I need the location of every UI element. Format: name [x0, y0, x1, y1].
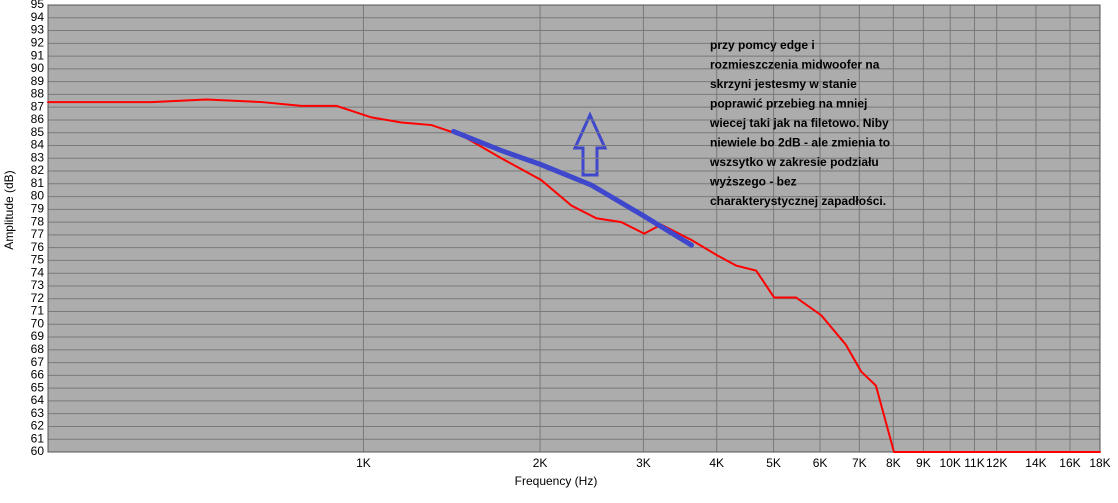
annotation: rozmieszczenia midwoofer na — [710, 58, 880, 72]
x-tick-label: 4K — [709, 456, 724, 470]
annotation: charakterystycznej zapadłości. — [710, 194, 886, 208]
x-tick-label: 8K — [886, 456, 901, 470]
data-line — [47, 98, 1101, 453]
y-tick-label: 66 — [31, 368, 45, 382]
y-tick-label: 84 — [31, 138, 45, 152]
y-tick-label: 72 — [31, 291, 45, 305]
y-tick-label: 82 — [31, 163, 45, 177]
y-tick-label: 90 — [31, 61, 45, 75]
y-tick-label: 85 — [31, 125, 45, 139]
x-tick-label: 2K — [533, 456, 548, 470]
y-tick-label: 61 — [31, 431, 45, 445]
y-tick-label: 92 — [31, 35, 45, 49]
y-tick-label: 74 — [31, 265, 45, 279]
y-tick-label: 64 — [31, 393, 45, 407]
y-tick-label: 88 — [31, 87, 45, 101]
y-tick-label: 65 — [31, 380, 45, 394]
y-axis-label: Amplitude (dB) — [2, 170, 16, 249]
plot-area — [48, 5, 1100, 452]
annotation: przy pomcy edge i — [710, 38, 815, 52]
data-line — [451, 128, 694, 248]
y-tick-label: 62 — [31, 419, 45, 433]
y-tick-label: 83 — [31, 150, 45, 164]
y-tick-label: 69 — [31, 329, 45, 343]
y-tick-label: 76 — [31, 240, 45, 254]
y-tick-label: 77 — [31, 227, 45, 241]
y-tick-label: 93 — [31, 23, 45, 37]
y-tick-label: 75 — [31, 253, 45, 267]
x-tick-label: 10K — [940, 456, 961, 470]
y-tick-label: 91 — [31, 48, 45, 62]
y-tick-label: 70 — [31, 316, 45, 330]
x-tick-label: 9K — [916, 456, 931, 470]
plot-border — [47, 4, 1101, 453]
annotation: wyższego - bez — [709, 175, 797, 189]
y-tick-label: 60 — [31, 444, 45, 458]
arrow-icon — [572, 111, 608, 177]
y-tick-label: 87 — [31, 99, 45, 113]
x-tick-label: 7K — [852, 456, 867, 470]
x-tick-label: 18K — [1089, 456, 1110, 470]
y-tick-label: 63 — [31, 406, 45, 420]
y-tick-label: 78 — [31, 214, 45, 228]
x-tick-label: 5K — [766, 456, 781, 470]
annotation: niewiele bo 2dB - ale zmienia to — [710, 136, 890, 150]
x-axis-label: Frequency (Hz) — [515, 474, 598, 488]
x-tick-label: 11K — [964, 456, 984, 470]
x-tick-label: 6K — [813, 456, 828, 470]
y-tick-label: 67 — [31, 355, 45, 369]
annotation: poprawić przebieg na mniej — [710, 97, 867, 111]
y-tick-label: 68 — [31, 342, 45, 356]
y-tick-label: 79 — [31, 202, 45, 216]
annotation: wszsytko w zakresie podziału — [709, 155, 879, 169]
x-tick-label: 16K — [1059, 456, 1080, 470]
y-tick-label: 80 — [31, 189, 45, 203]
y-tick-label: 89 — [31, 74, 45, 88]
annotation: wiecej taki jak na filetowo. Niby — [709, 116, 889, 130]
y-tick-label: 71 — [31, 304, 45, 318]
y-tick-label: 73 — [31, 278, 45, 292]
y-tick-label: 94 — [31, 10, 45, 24]
x-tick-label: 1K — [356, 456, 371, 470]
annotation: skrzyni jestesmy w stanie — [710, 77, 857, 91]
x-tick-label: 3K — [636, 456, 651, 470]
y-tick-label: 95 — [31, 0, 45, 11]
y-tick-label: 86 — [31, 112, 45, 126]
x-tick-label: 12K — [986, 456, 1007, 470]
y-tick-label: 81 — [31, 176, 45, 190]
x-tick-label: 14K — [1025, 456, 1046, 470]
